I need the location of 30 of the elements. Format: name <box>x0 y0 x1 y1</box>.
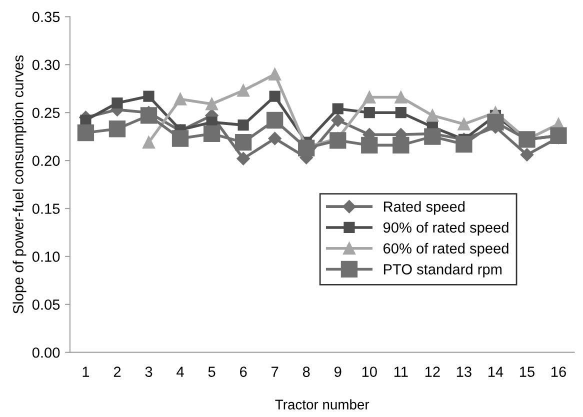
legend-label: 60% of rated speed <box>384 242 508 256</box>
x-tick-label: 3 <box>145 366 152 377</box>
y-tick-label: 0.20 <box>32 156 60 166</box>
x-tick-label: 5 <box>208 366 216 377</box>
x-tick-label: 8 <box>302 366 310 377</box>
x-tick-label: 12 <box>425 366 440 377</box>
x-tick-label: 9 <box>334 366 342 377</box>
x-tick-label: 4 <box>176 366 184 377</box>
y-tick-label: 0.10 <box>32 252 60 262</box>
y-tick-label: 0.05 <box>32 300 60 310</box>
x-tick-label: 10 <box>362 366 377 377</box>
x-tick-label: 6 <box>240 366 247 377</box>
y-tick-label: 0.00 <box>32 347 60 358</box>
legend-label: Rated speed <box>384 201 465 215</box>
y-tick-label: 0.15 <box>32 204 60 214</box>
legend-label: 90% of rated speed <box>383 222 508 236</box>
x-tick-label: 16 <box>552 366 566 377</box>
x-tick-label: 15 <box>520 366 534 377</box>
legend-label: PTO standard rpm <box>384 264 502 278</box>
x-tick-label: 7 <box>272 366 278 377</box>
y-tick-label: 0.30 <box>32 60 60 70</box>
x-axis-title: Tractor number <box>275 399 370 410</box>
y-tick-label: 0.35 <box>32 12 60 22</box>
y-axis-title: Slope of power-fuel consumption curves <box>12 55 26 314</box>
x-tick-label: 14 <box>488 366 504 377</box>
x-tick-label: 11 <box>394 366 408 377</box>
x-tick-label: 2 <box>114 366 121 377</box>
x-tick-label: 13 <box>456 366 472 377</box>
y-tick-label: 0.25 <box>32 108 60 118</box>
x-tick-label: 1 <box>82 366 90 377</box>
